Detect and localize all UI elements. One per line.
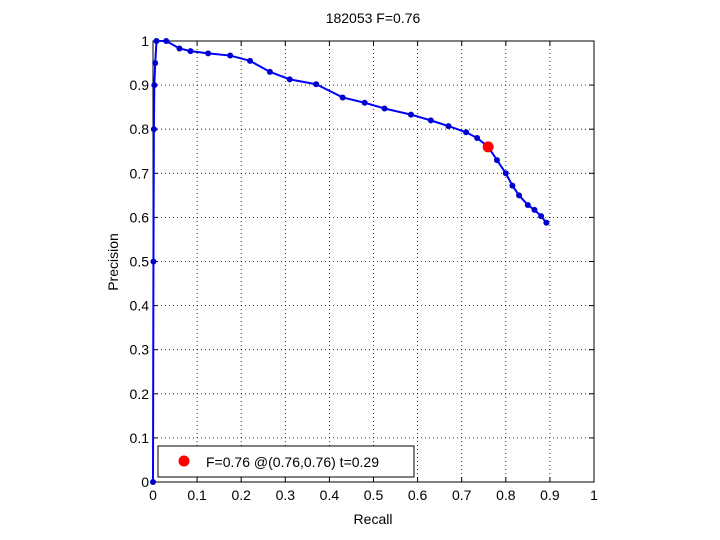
x-tick-label: 0.9 [540, 487, 560, 503]
data-point [493, 157, 500, 164]
data-point [150, 479, 156, 485]
legend-box [157, 445, 415, 478]
data-point [516, 192, 523, 199]
y-tick-label: 0.8 [130, 121, 150, 137]
legend-marker [178, 455, 190, 467]
y-axis-label: Precision [105, 233, 121, 291]
data-point [163, 38, 170, 44]
chart-title: 182053 F=0.76 [326, 10, 421, 26]
x-tick-label: 0.1 [187, 487, 207, 503]
x-tick-label: 0.7 [452, 487, 472, 503]
y-tick-label: 0.5 [130, 254, 150, 270]
data-point [509, 182, 516, 189]
data-point [538, 213, 545, 220]
y-tick-labels: 0 0.1 0.2 0.3 0.4 0.5 0.6 0.7 0.8 0.9 1 [130, 33, 150, 490]
x-axis-label: Recall [354, 511, 393, 527]
legend-label: F=0.76 @(0.76,0.76) t=0.29 [206, 454, 379, 470]
x-tick-label: 0.3 [276, 487, 296, 503]
data-point [247, 57, 254, 64]
data-point [361, 99, 368, 106]
series-points [150, 38, 550, 485]
data-point [152, 60, 159, 67]
y-tick-label: 0 [141, 474, 149, 490]
data-point [205, 50, 212, 57]
y-tick-label: 0.2 [130, 386, 150, 402]
data-point [531, 206, 538, 213]
data-point [313, 81, 320, 88]
y-tick-label: 0.1 [130, 430, 150, 446]
y-tick-label: 0.7 [130, 165, 150, 181]
x-tick-label: 0.8 [496, 487, 516, 503]
data-point [427, 117, 434, 124]
x-tick-labels: 0 0.1 0.2 0.3 0.4 0.5 0.6 0.7 0.8 0.9 1 [149, 487, 598, 503]
data-point [227, 52, 234, 59]
x-tick-label: 1 [590, 487, 598, 503]
y-tick-label: 1 [141, 33, 149, 49]
y-tick-label: 0.6 [130, 209, 150, 225]
x-tick-label: 0.4 [320, 487, 340, 503]
data-point [445, 123, 452, 130]
data-point [463, 129, 470, 136]
data-point [543, 219, 550, 226]
best-f-point [482, 141, 494, 153]
data-point [524, 202, 531, 209]
data-point [474, 135, 481, 142]
data-point [339, 94, 346, 101]
data-point [502, 170, 509, 177]
data-point [407, 111, 414, 118]
data-point [151, 82, 158, 89]
legend: F=0.76 @(0.76,0.76) t=0.29 [157, 445, 415, 478]
axis-ticks [152, 40, 595, 483]
data-point [187, 48, 194, 55]
data-point [150, 126, 157, 133]
x-tick-label: 0.5 [364, 487, 384, 503]
data-point [286, 76, 293, 83]
data-point [381, 105, 388, 112]
data-point [266, 68, 273, 75]
y-tick-label: 0.4 [130, 298, 150, 314]
data-point [153, 38, 160, 44]
data-point [176, 45, 183, 52]
x-tick-label: 0.2 [231, 487, 251, 503]
x-tick-label: 0.6 [408, 487, 428, 503]
y-tick-label: 0.9 [130, 77, 150, 93]
data-point [150, 258, 157, 265]
y-tick-label: 0.3 [130, 342, 150, 358]
x-tick-label: 0 [149, 487, 157, 503]
grid-lines [153, 41, 594, 482]
